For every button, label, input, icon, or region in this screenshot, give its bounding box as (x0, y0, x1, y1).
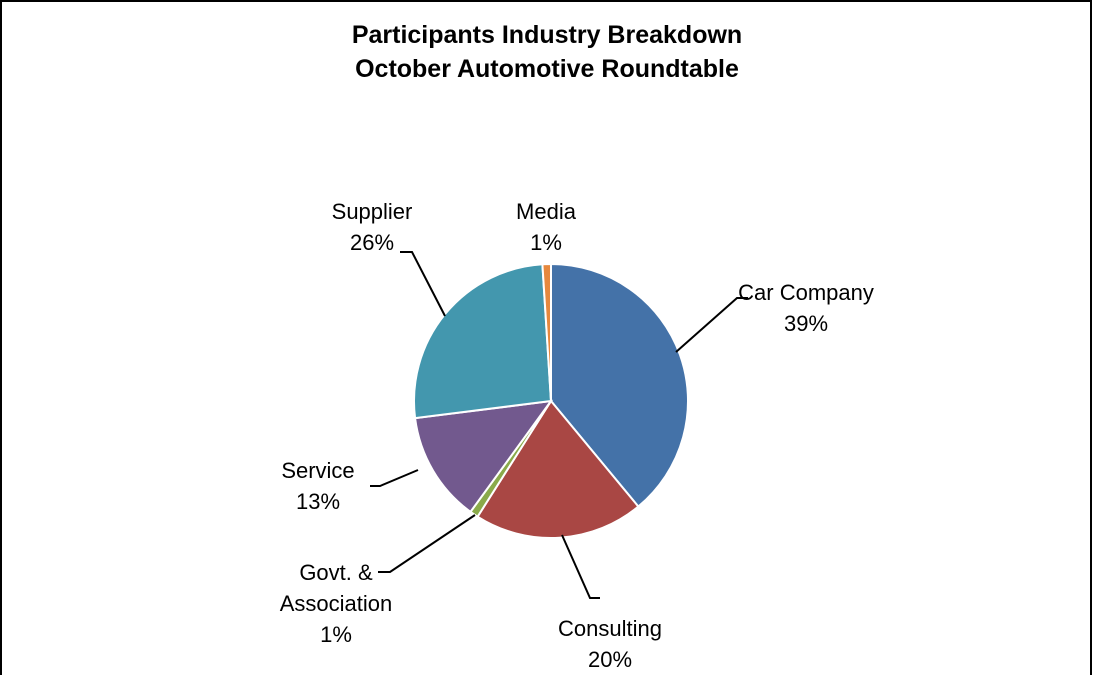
leader-lines (370, 251, 748, 599)
leader-line (370, 469, 419, 487)
slice-percent-label: 39% (784, 311, 828, 336)
slice-name-label: Association (280, 591, 393, 616)
leader-line (400, 251, 446, 317)
pie-slice-consulting (476, 399, 640, 539)
slice-percent-label: 1% (530, 230, 562, 255)
pie-slice-car-company (550, 262, 689, 508)
pie-slice-supplier (413, 263, 553, 420)
chart-title-block: Participants Industry Breakdown October … (0, 18, 1094, 86)
slice-name-label: Supplier (332, 199, 413, 224)
slice-labels: Car Company 39% Consulting 20% Govt. & Associ… (280, 199, 874, 672)
slice-percent-label: 1% (320, 622, 352, 647)
slice-percent-label: 13% (296, 489, 340, 514)
slice-name-label: Car Company (738, 280, 874, 305)
leader-line (561, 534, 600, 599)
slice-name-label: Govt. & (299, 560, 373, 585)
pie-slice-media (541, 262, 552, 402)
slice-name-label: Service (281, 458, 354, 483)
slice-percent-label: 20% (588, 647, 632, 672)
chart-subtitle: October Automotive Roundtable (355, 55, 739, 83)
slice-name-label: Media (516, 199, 577, 224)
chart-title: Participants Industry Breakdown (351, 21, 743, 49)
slice-name-label: Consulting (558, 616, 662, 641)
pie-slices (413, 262, 689, 539)
pie-slice-service (413, 399, 554, 514)
leader-line (378, 514, 476, 573)
leader-line (675, 297, 748, 353)
slice-percent-label: 26% (350, 230, 394, 255)
